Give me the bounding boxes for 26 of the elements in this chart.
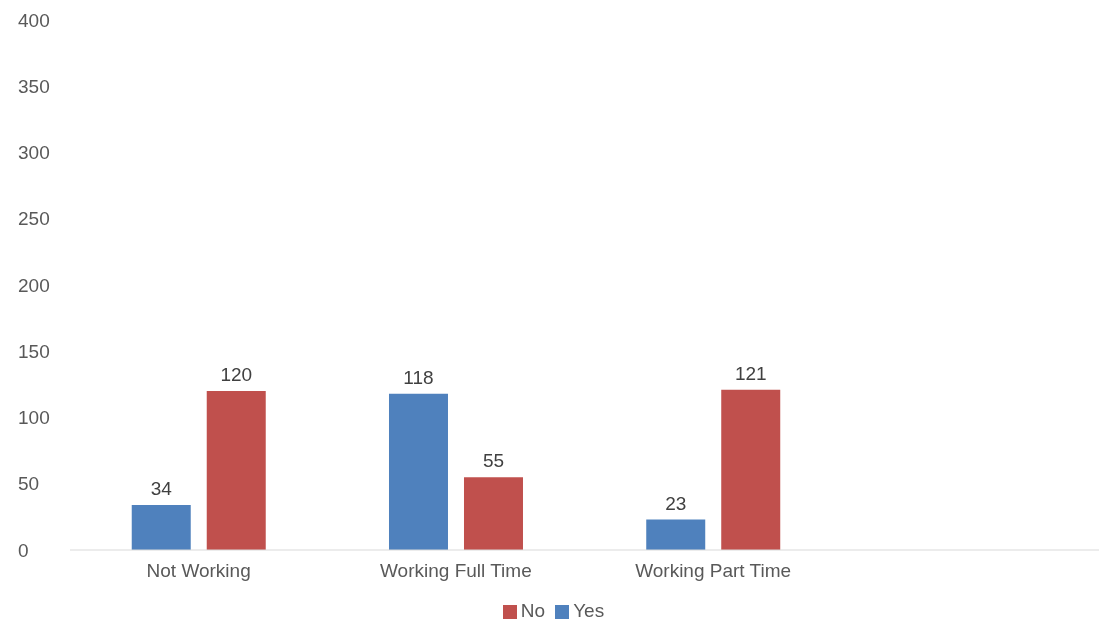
y-tick-label: 250 — [18, 208, 50, 230]
y-tick-label: 0 — [18, 539, 29, 561]
legend-label: No — [520, 600, 546, 621]
data-label: 34 — [150, 477, 173, 499]
data-label: 120 — [220, 364, 253, 385]
data-label: 121 — [734, 362, 767, 384]
y-tick-label: 100 — [18, 407, 50, 429]
data-label: 118 — [403, 366, 434, 388]
x-tick-label: Not Working — [146, 560, 251, 582]
y-tick-label: 300 — [18, 142, 50, 164]
bar — [206, 391, 266, 550]
y-tick-label: 50 — [18, 473, 40, 495]
x-tick-label: Working Part Time — [635, 560, 792, 582]
bar — [721, 389, 781, 550]
data-label: 55 — [482, 450, 505, 472]
y-tick-label: 150 — [18, 340, 50, 362]
legend-label: Yes — [573, 600, 605, 621]
bar — [646, 519, 706, 550]
bar — [131, 504, 191, 550]
data-label: 23 — [665, 492, 687, 514]
bar — [463, 477, 523, 550]
x-tick-label: Working Full Time — [380, 560, 532, 582]
y-tick-label: 400 — [18, 9, 50, 31]
bar — [388, 393, 448, 550]
y-tick-label: 350 — [18, 76, 50, 97]
y-tick-label: 200 — [18, 274, 50, 296]
